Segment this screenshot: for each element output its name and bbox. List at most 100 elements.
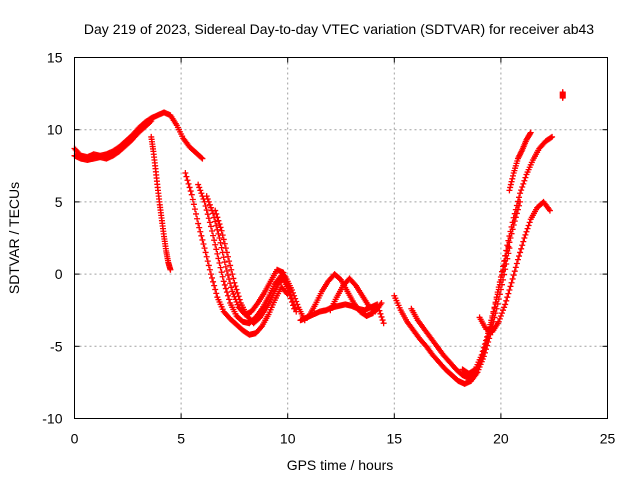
data-point-interp	[507, 283, 514, 290]
data-point-interp	[202, 202, 209, 209]
data-point-interp	[292, 305, 299, 312]
data-point-interp	[507, 181, 514, 188]
data-point-interp	[494, 289, 501, 296]
data-point-interp	[228, 284, 235, 291]
data-point-interp	[206, 201, 213, 208]
data-point-interp	[519, 183, 526, 190]
data-point-interp	[520, 238, 527, 245]
x-tick-label: 0	[71, 431, 79, 447]
data-point-interp	[509, 219, 516, 226]
data-point	[527, 129, 534, 136]
data-point-interp	[215, 217, 222, 224]
data-point-interp	[216, 221, 223, 228]
data-point-interp	[513, 202, 520, 209]
data-point-interp	[204, 211, 211, 218]
data-point-interp	[496, 279, 503, 286]
data-point-interp	[522, 174, 529, 181]
data-point-interp	[518, 187, 525, 194]
y-tick-label: -10	[42, 411, 62, 427]
data-point-interp	[223, 267, 230, 274]
data-point	[214, 250, 221, 257]
data-point-interp	[527, 130, 534, 137]
data-point-interp	[498, 310, 505, 317]
data-point	[207, 271, 214, 278]
y-tick-label: 5	[55, 194, 63, 210]
data-point	[517, 190, 524, 197]
data-point-interp	[221, 240, 228, 247]
data-point-interp	[479, 348, 486, 355]
data-point-interp	[197, 187, 204, 194]
data-point-interp	[506, 286, 513, 293]
data-point-interp	[217, 264, 224, 271]
data-point-interp	[501, 304, 508, 311]
x-tick-label: 25	[600, 431, 616, 447]
data-point-interp	[294, 301, 301, 308]
data-point	[510, 214, 517, 221]
data-point-interp	[508, 178, 515, 185]
data-point	[148, 118, 155, 125]
data-point	[478, 351, 485, 358]
data-point	[222, 263, 229, 270]
data-point-interp	[378, 313, 385, 320]
data-point-interp	[193, 210, 200, 217]
data-point-interp	[509, 175, 516, 182]
data-point-interp	[213, 246, 220, 253]
data-point-interp	[187, 188, 194, 195]
series-late-e	[506, 129, 534, 194]
data-point	[195, 220, 202, 227]
data-point-interp	[184, 177, 191, 184]
data-point-interp	[505, 237, 512, 244]
data-point	[502, 301, 509, 308]
data-point-interp	[502, 252, 509, 259]
series-late-d	[476, 198, 553, 335]
data-point-interp	[210, 278, 217, 285]
data-point-interp	[505, 290, 512, 297]
data-point-interp	[217, 224, 224, 231]
data-point-interp	[209, 274, 216, 281]
data-point	[201, 245, 208, 252]
x-tick-label: 5	[177, 431, 185, 447]
data-point-interp	[212, 286, 219, 293]
data-point-interp	[495, 284, 502, 291]
data-point	[218, 227, 225, 234]
data-point-interp	[513, 260, 520, 267]
y-axis-ticks: -10 -5 0 5 10 15	[42, 50, 608, 427]
data-point-interp	[197, 228, 204, 235]
data-point-interp	[258, 324, 265, 331]
data-point	[380, 320, 387, 327]
data-point-interp	[215, 230, 222, 237]
data-point-interp	[500, 263, 507, 270]
series-isolated	[559, 89, 566, 101]
data-point-interp	[504, 294, 511, 301]
data-point	[288, 286, 295, 293]
data-point-interp	[203, 207, 210, 214]
y-tick-label: -5	[50, 338, 63, 354]
data-point-interp	[512, 206, 519, 213]
data-point-interp	[189, 196, 196, 203]
data-point-interp	[292, 295, 299, 302]
series-mid-c	[327, 275, 385, 315]
data-point-interp	[511, 268, 518, 275]
x-tick-label: 15	[387, 431, 403, 447]
data-point-interp	[221, 259, 228, 266]
data-point-interp	[147, 118, 154, 125]
data-point-interp	[516, 253, 523, 260]
data-point-interp	[518, 245, 525, 252]
data-point-interp	[206, 219, 213, 226]
data-point-interp	[213, 222, 220, 229]
data-point-interp	[226, 276, 233, 283]
data-point-interp	[489, 312, 496, 319]
data-point-interp	[202, 249, 209, 256]
x-axis-label: GPS time / hours	[287, 457, 394, 473]
data-point-interp	[198, 154, 205, 161]
data-point-interp	[503, 247, 510, 254]
data-point-interp	[186, 184, 193, 191]
data-point-interp	[229, 271, 236, 278]
data-point-interp	[526, 219, 533, 226]
data-point-interp	[204, 258, 211, 265]
data-point-interp	[226, 296, 233, 303]
data-point-interp	[548, 134, 555, 141]
data-point	[506, 187, 513, 194]
data-point	[504, 242, 511, 249]
data-point-interp	[214, 214, 221, 221]
